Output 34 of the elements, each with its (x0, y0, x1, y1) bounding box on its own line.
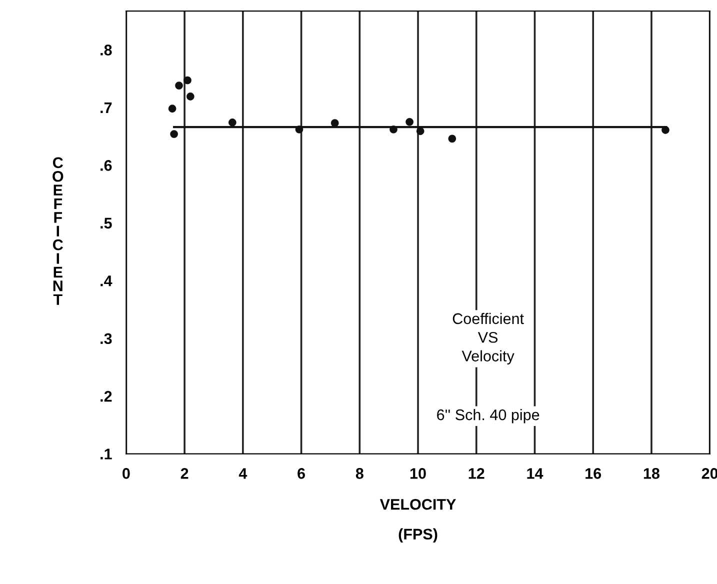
y-tick-label: .4 (100, 276, 112, 286)
point (448, 134, 456, 143)
y-tick-label: .1 (100, 448, 112, 460)
y-tick-label: .2 (100, 390, 112, 402)
point (228, 118, 236, 126)
annotation: 6'' Sch. 40 pipe (437, 409, 540, 424)
point (295, 125, 304, 134)
text: COEFFICIENT (52, 157, 64, 305)
x-tick-label: 10 (410, 468, 426, 479)
x-tick-label: 12 (468, 468, 484, 479)
point (406, 118, 414, 126)
x-tick-label: 6 (298, 468, 305, 479)
point (170, 130, 178, 138)
point (416, 127, 424, 136)
x-tick-label: 4 (238, 468, 248, 479)
x-tick-label: 0 (122, 468, 130, 479)
y-tick-label: .8 (100, 44, 112, 56)
x-tick-label: 14 (527, 468, 544, 479)
y-tick-label: .3 (100, 333, 112, 344)
x-tick-label: 2 (180, 468, 188, 479)
point (175, 82, 183, 90)
y-tick-label: .7 (100, 102, 112, 114)
point (662, 126, 670, 134)
annotation: Coefficient VS Velocity (452, 312, 524, 364)
point (390, 125, 398, 134)
point (168, 104, 176, 113)
x-tick-label: 16 (586, 468, 602, 479)
x-tick-label: 18 (644, 468, 660, 479)
point (184, 76, 192, 84)
y-tick-label: .6 (100, 160, 112, 171)
point (186, 92, 194, 100)
text: VELOCITY (FPS) (380, 498, 456, 543)
x-tick-label: 8 (356, 468, 364, 479)
y-tick-label: .5 (100, 218, 112, 229)
